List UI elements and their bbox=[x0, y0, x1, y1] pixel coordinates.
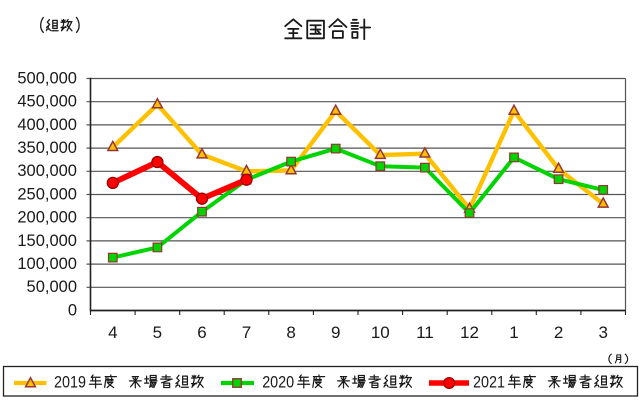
svg-text:2: 2 bbox=[554, 323, 563, 342]
svg-text:10: 10 bbox=[371, 323, 390, 342]
svg-text:400,000: 400,000 bbox=[17, 116, 77, 134]
svg-text:350,000: 350,000 bbox=[17, 139, 77, 157]
svg-text:250,000: 250,000 bbox=[17, 185, 77, 203]
svg-text:2019: 2019 bbox=[54, 374, 86, 392]
svg-text:9: 9 bbox=[331, 323, 340, 342]
svg-text:12: 12 bbox=[460, 323, 479, 342]
svg-text:11: 11 bbox=[416, 323, 434, 342]
svg-text:200,000: 200,000 bbox=[17, 209, 77, 227]
svg-text:450,000: 450,000 bbox=[17, 93, 77, 111]
svg-text:0: 0 bbox=[68, 301, 77, 319]
svg-text:4: 4 bbox=[108, 323, 117, 342]
svg-text:2020: 2020 bbox=[262, 374, 294, 392]
svg-text:3: 3 bbox=[598, 323, 607, 342]
svg-text:7: 7 bbox=[242, 323, 251, 342]
svg-text:150,000: 150,000 bbox=[17, 232, 77, 250]
svg-text:5: 5 bbox=[153, 323, 162, 342]
svg-text:500,000: 500,000 bbox=[17, 69, 77, 87]
svg-text:50,000: 50,000 bbox=[27, 278, 77, 296]
svg-text:1: 1 bbox=[509, 323, 518, 342]
svg-text:100,000: 100,000 bbox=[17, 255, 77, 273]
svg-text:2021: 2021 bbox=[473, 374, 505, 392]
svg-text:300,000: 300,000 bbox=[17, 162, 77, 180]
svg-text:6: 6 bbox=[197, 323, 206, 342]
svg-text:8: 8 bbox=[286, 323, 295, 342]
